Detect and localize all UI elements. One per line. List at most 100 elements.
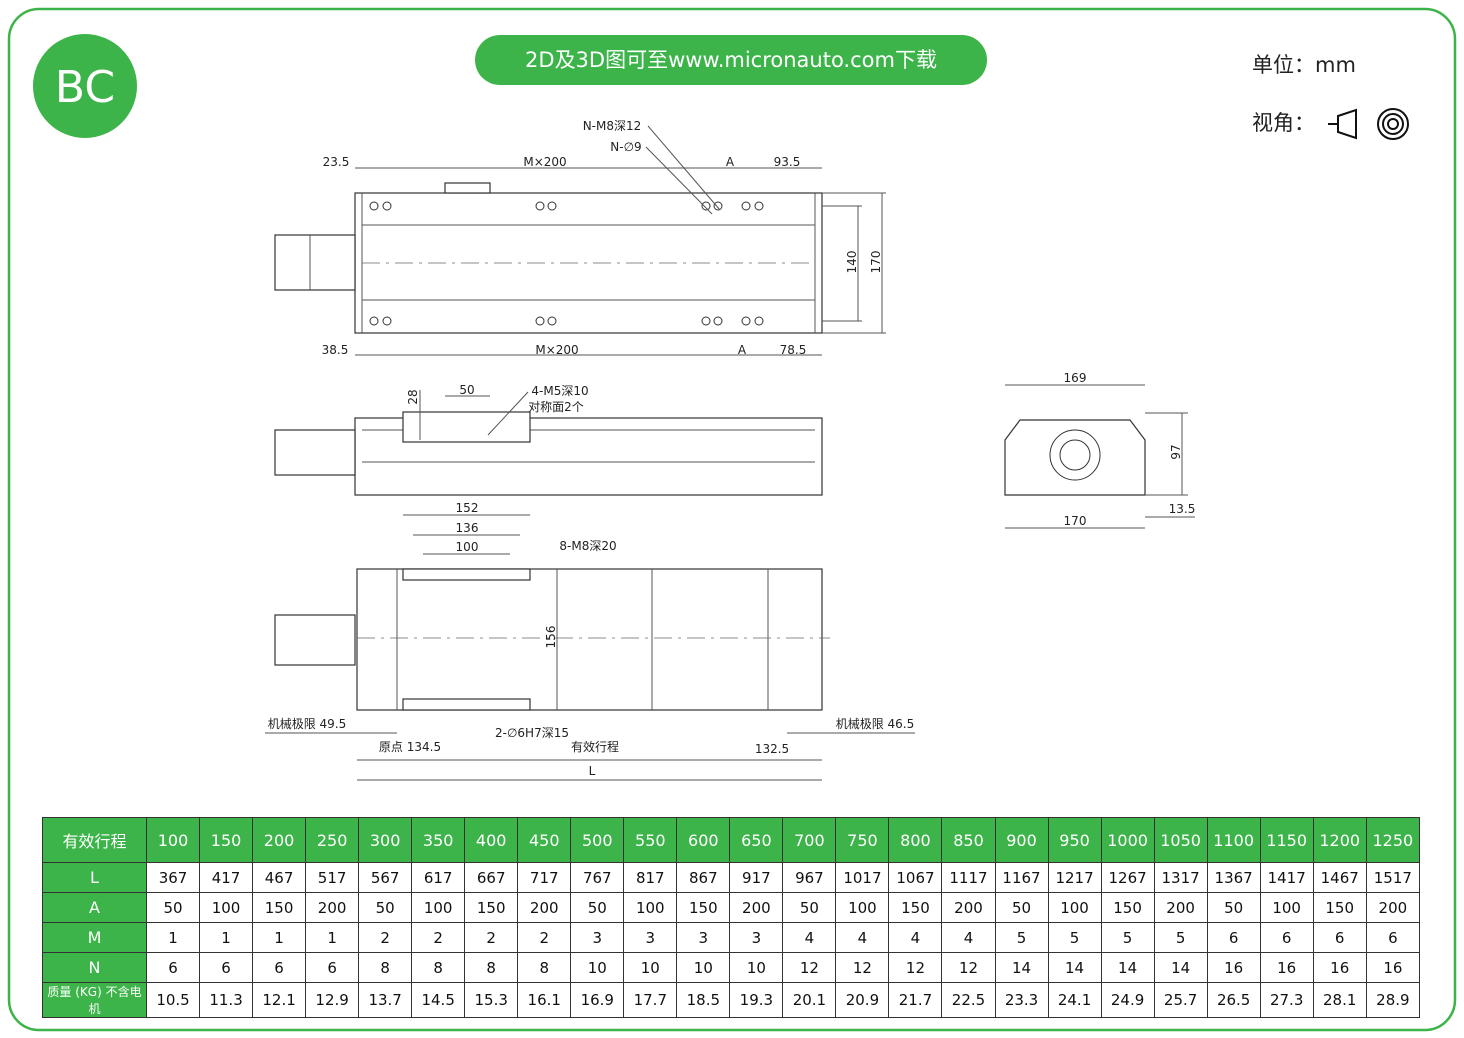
table-cell: 350	[411, 817, 466, 863]
table-cell: 750	[835, 817, 890, 863]
table-cell: 3	[570, 922, 625, 953]
table-cell: 600	[676, 817, 731, 863]
table-cell: 1100	[1206, 817, 1261, 863]
dimension-label: 100	[456, 540, 479, 554]
table-cell: 1467	[1312, 862, 1367, 893]
table-cell: 14.5	[411, 982, 466, 1018]
table-cell: 1200	[1312, 817, 1367, 863]
table-cell: 12	[835, 952, 890, 983]
table-cell: 1	[145, 922, 201, 953]
dimension-label: 152	[456, 501, 479, 515]
badge-text: BC	[55, 62, 115, 113]
table-cell: 100	[623, 892, 678, 923]
dimension-label: 4-M5深10	[531, 384, 588, 398]
table-cell: 50	[994, 892, 1049, 923]
table-cell: 3	[623, 922, 678, 953]
table-cell: 450	[517, 817, 572, 863]
table-cell: 150	[676, 892, 731, 923]
table-cell: 367	[145, 862, 201, 893]
table-cell: 50	[782, 892, 837, 923]
table-cell: 28.1	[1312, 982, 1367, 1018]
table-cell: 867	[676, 862, 731, 893]
table-cell: 2	[358, 922, 413, 953]
table-cell: 14	[994, 952, 1049, 983]
dimension-label: A	[726, 155, 735, 169]
table-cell: 24.1	[1047, 982, 1102, 1018]
download-pill[interactable]	[475, 35, 987, 85]
table-cell: 1367	[1206, 862, 1261, 893]
table-cell: 1017	[835, 862, 890, 893]
dimension-label: L	[589, 764, 596, 778]
table-cell: 4	[835, 922, 890, 953]
table-cell: 22.5	[941, 982, 996, 1018]
row-header: N	[42, 952, 147, 983]
frame	[7, 7, 1457, 1032]
dimension-label: 97	[1169, 444, 1183, 459]
table-cell: 50	[570, 892, 625, 923]
table-cell: 5	[1100, 922, 1155, 953]
table-cell: 12.9	[305, 982, 360, 1018]
table-cell: 2	[517, 922, 572, 953]
row-header: 有效行程	[42, 817, 147, 863]
dimension-label: 93.5	[774, 155, 801, 169]
table-cell: 100	[1047, 892, 1102, 923]
table-cell: 1317	[1153, 862, 1208, 893]
table-cell: 8	[411, 952, 466, 983]
table-row: N 6 6 6 6 8 8 8 8 10 10 10 10 12 12 12 12 14 14 14 14 16 16 16 1…	[42, 952, 1421, 983]
dimension-label: 170	[869, 251, 883, 274]
table-row: A 50 100 150 200 50 100 150 200 50 100 150 200 50 100 1…	[42, 892, 1421, 923]
table-cell: 18.5	[676, 982, 731, 1018]
table-cell: 1217	[1047, 862, 1102, 893]
table-cell: 500	[570, 817, 625, 863]
table-cell: 150	[199, 817, 254, 863]
dimension-label: 78.5	[780, 343, 807, 357]
table-cell: 150	[888, 892, 943, 923]
table-cell: 4	[941, 922, 996, 953]
table-cell: 1517	[1365, 862, 1421, 893]
table-cell: 6	[1206, 922, 1261, 953]
table-cell: 27.3	[1259, 982, 1314, 1018]
table-cell: 14	[1047, 952, 1102, 983]
dimension-label: 13.5	[1169, 502, 1196, 516]
table-cell: 100	[1259, 892, 1314, 923]
table-cell: 12	[941, 952, 996, 983]
view-label: 视角：	[1252, 111, 1315, 135]
dimension-label: N-M8深12	[583, 119, 642, 133]
table-cell: 667	[464, 862, 519, 893]
table-cell: 11.3	[199, 982, 254, 1018]
table-cell: 50	[1206, 892, 1261, 923]
table-cell: 817	[623, 862, 678, 893]
table-cell: 8	[517, 952, 572, 983]
table-cell: 16	[1312, 952, 1367, 983]
table-cell: 1000	[1100, 817, 1155, 863]
table-cell: 1	[199, 922, 254, 953]
table-cell: 617	[411, 862, 466, 893]
table-cell: 6	[1312, 922, 1367, 953]
top-view	[274, 125, 886, 356]
row-header: M	[42, 922, 147, 953]
table-cell: 967	[782, 862, 837, 893]
table-cell: 150	[464, 892, 519, 923]
table-cell: 5	[994, 922, 1049, 953]
table-cell: 10	[623, 952, 678, 983]
table-cell: 1	[305, 922, 360, 953]
table-cell: 100	[145, 817, 201, 863]
table-cell: 150	[252, 892, 307, 923]
table-cell: 5	[1153, 922, 1208, 953]
table-cell: 767	[570, 862, 625, 893]
table-cell: 417	[199, 862, 254, 893]
table-cell: 200	[941, 892, 996, 923]
side-view	[274, 390, 823, 496]
dimension-label: 2-∅6H7深15	[495, 726, 569, 740]
table-cell: 10	[676, 952, 731, 983]
download-text[interactable]: 2D及3D图可至www.micronauto.com下载	[525, 48, 937, 72]
table-cell: 1150	[1259, 817, 1314, 863]
table-cell: 16	[1365, 952, 1421, 983]
table-cell: 6	[252, 952, 307, 983]
dimension-labels: 23.5 M×200 A 93.5 N-M8深12 N-∅9 140 170 38.5 M×200…	[268, 119, 1196, 778]
dimension-label: 50	[459, 383, 474, 397]
table-cell: 24.9	[1100, 982, 1155, 1018]
table-row: 有效行程 100 150 200 250 300 350 400 450 500 550 600 650…	[42, 817, 1421, 863]
table-cell: 700	[782, 817, 837, 863]
